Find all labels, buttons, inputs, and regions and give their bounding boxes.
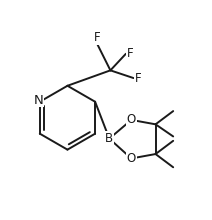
Text: F: F xyxy=(127,47,134,60)
Text: N: N xyxy=(34,94,44,107)
Text: F: F xyxy=(94,31,100,44)
Text: O: O xyxy=(127,114,136,126)
Text: F: F xyxy=(135,72,141,84)
Text: B: B xyxy=(105,132,113,145)
Text: O: O xyxy=(127,152,136,165)
